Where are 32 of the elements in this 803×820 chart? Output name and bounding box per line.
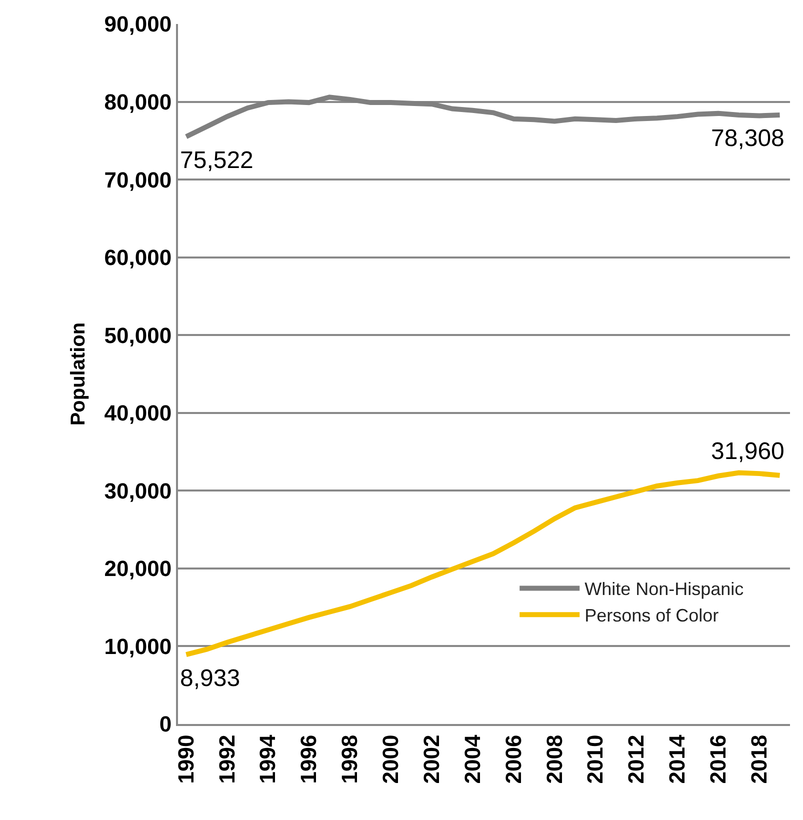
x-tick-label: 1992 [214,734,240,784]
x-tick-label: 1990 [173,734,198,784]
data-label: 78,308 [711,125,784,152]
y-tick-label: 10,000 [104,634,172,659]
y-tick-label: 60,000 [104,245,172,270]
y-tick-label: 80,000 [104,89,172,114]
legend-label: Persons of Color [584,606,719,626]
y-tick-label: 0 [159,712,172,737]
x-tick-label: 2008 [542,734,567,784]
y-tick-label: 70,000 [104,167,172,192]
data-label: 31,960 [711,438,784,465]
y-tick-label: 90,000 [104,12,172,37]
y-tick-label: 40,000 [104,400,172,426]
y-tick-label: 30,000 [104,478,172,504]
x-tick-label: 2010 [582,734,608,784]
x-tick-label: 1998 [337,734,362,784]
x-tick-label: 2018 [746,734,772,784]
x-tick-label: 2014 [664,734,690,784]
x-tick-label: 1994 [255,734,280,784]
y-axis-title: Population [67,322,90,426]
legend-label: White Non-Hispanic [584,579,744,600]
data-label: 8,933 [180,665,240,692]
x-tick-label: 2016 [706,734,731,784]
x-tick-label: 2002 [418,734,444,784]
y-tick-label: 20,000 [104,556,172,582]
data-label: 75,522 [180,147,254,174]
x-tick-label: 2004 [460,734,485,784]
y-tick-label: 50,000 [104,322,172,348]
x-tick-label: 1996 [296,734,322,784]
x-tick-label: 2006 [500,734,526,784]
x-tick-label: 2012 [624,734,649,784]
x-tick-label: 2000 [378,734,404,784]
